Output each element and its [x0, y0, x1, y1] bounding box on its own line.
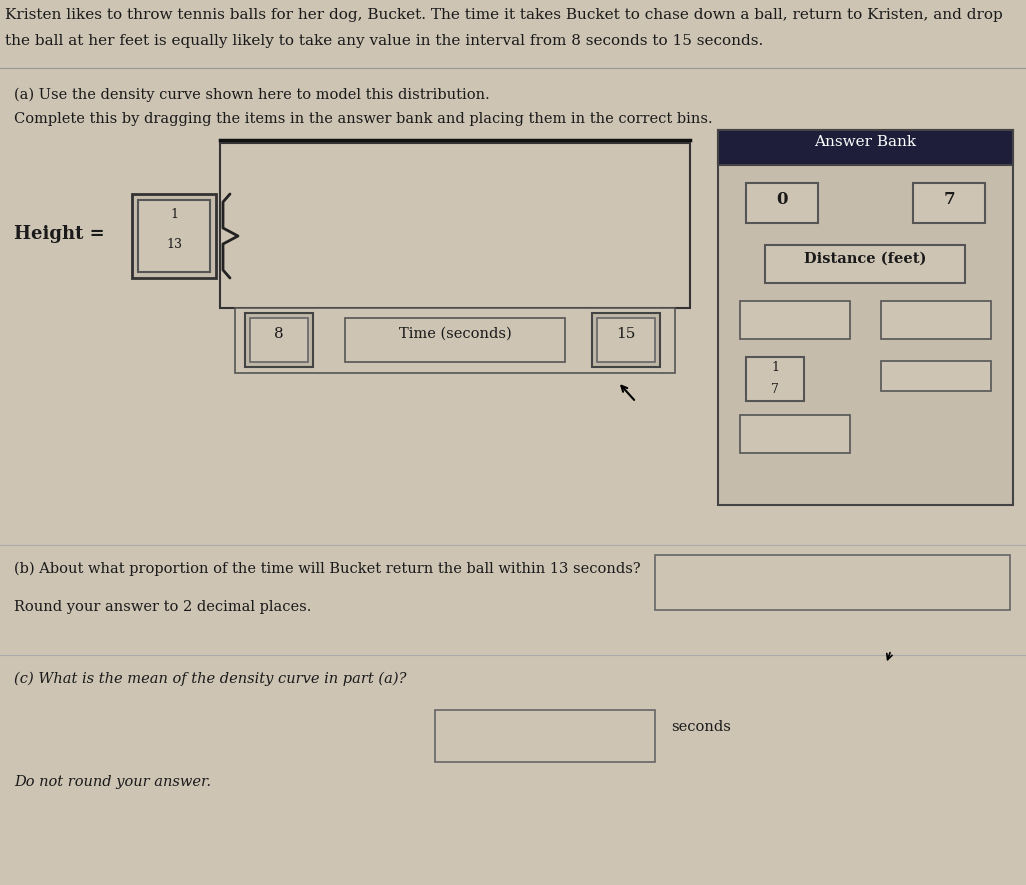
- Bar: [881, 361, 991, 391]
- Bar: [132, 194, 216, 278]
- Text: (c) What is the mean of the density curve in part (a)?: (c) What is the mean of the density curv…: [14, 672, 406, 687]
- Bar: [718, 130, 1013, 165]
- Bar: [718, 130, 1013, 505]
- Bar: [655, 555, 1010, 610]
- Bar: [881, 301, 991, 339]
- Text: 1: 1: [170, 208, 177, 221]
- Text: 15: 15: [617, 327, 636, 341]
- Text: (a) Use the density curve shown here to model this distribution.: (a) Use the density curve shown here to …: [14, 88, 489, 103]
- Text: Round your answer to 2 decimal places.: Round your answer to 2 decimal places.: [14, 600, 311, 614]
- Bar: [435, 710, 655, 762]
- Bar: [592, 313, 660, 367]
- Bar: [250, 318, 308, 362]
- Bar: [235, 308, 675, 373]
- Text: the ball at her feet is equally likely to take any value in the interval from 8 : the ball at her feet is equally likely t…: [5, 34, 763, 48]
- Bar: [245, 313, 313, 367]
- Text: 7: 7: [943, 191, 955, 208]
- Text: seconds: seconds: [671, 720, 731, 734]
- Text: 0: 0: [777, 191, 788, 208]
- Bar: [765, 245, 965, 283]
- Bar: [740, 301, 850, 339]
- Text: Time (seconds): Time (seconds): [399, 327, 511, 341]
- Text: (b) About what proportion of the time will Bucket return the ball within 13 seco: (b) About what proportion of the time wi…: [14, 562, 640, 576]
- Text: Height =: Height =: [14, 225, 105, 243]
- Text: Do not round your answer.: Do not round your answer.: [14, 775, 211, 789]
- Text: Answer Bank: Answer Bank: [814, 135, 916, 149]
- Text: Distance (feet): Distance (feet): [803, 252, 926, 266]
- Bar: [746, 357, 804, 401]
- Bar: [740, 415, 850, 453]
- Text: 8: 8: [274, 327, 284, 341]
- Bar: [345, 318, 565, 362]
- Text: 1: 1: [771, 361, 779, 374]
- Text: 7: 7: [772, 383, 779, 396]
- Bar: [746, 183, 818, 223]
- Text: 13: 13: [166, 238, 182, 251]
- Text: Complete this by dragging the items in the answer bank and placing them in the c: Complete this by dragging the items in t…: [14, 112, 713, 126]
- Text: Kristen likes to throw tennis balls for her dog, Bucket. The time it takes Bucke: Kristen likes to throw tennis balls for …: [5, 8, 1002, 22]
- Bar: [597, 318, 655, 362]
- Bar: [139, 200, 210, 272]
- Bar: [913, 183, 985, 223]
- Bar: [220, 143, 690, 308]
